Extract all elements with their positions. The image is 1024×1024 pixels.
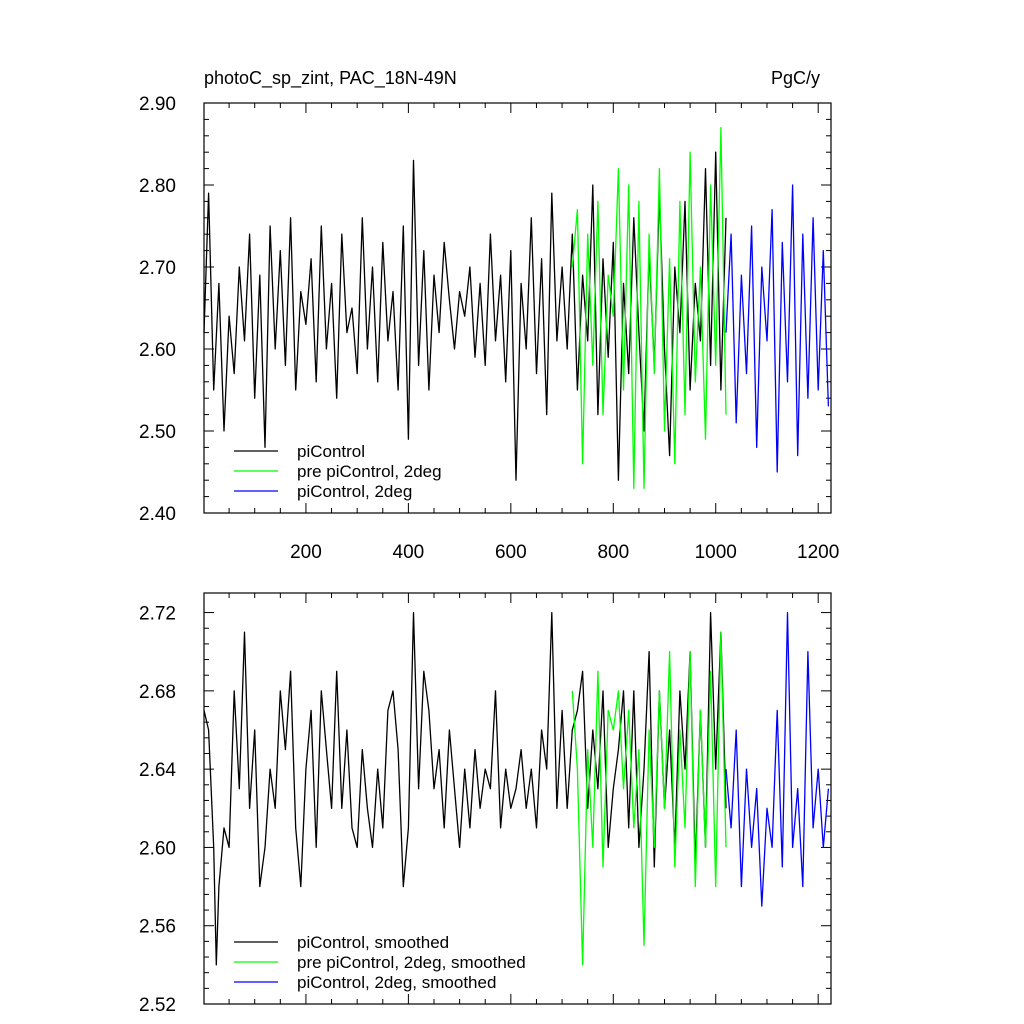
y-tick-label: 2.40	[139, 504, 176, 525]
y-tick-label: 2.56	[139, 917, 176, 938]
top-plot-frame	[203, 102, 832, 514]
y-tick-label: 2.60	[139, 340, 176, 361]
bottom-plot-frame	[203, 592, 832, 1005]
series-line-bottom-2	[725, 611, 830, 907]
y-tick-label: 2.90	[139, 94, 176, 115]
series-line-top-0	[203, 151, 727, 481]
legend-label: piControl, 2deg, smoothed	[297, 973, 496, 992]
series-line-bottom-0	[203, 611, 727, 966]
legend-label: piControl, 2deg	[297, 482, 412, 501]
series-line-bottom-1	[571, 631, 727, 966]
y-tick-label: 2.60	[139, 838, 176, 859]
y-tick-label: 2.52	[139, 995, 176, 1016]
y-tick-label: 2.80	[139, 176, 176, 197]
series-line-top-2	[725, 184, 830, 473]
series-line-top-1	[571, 126, 727, 490]
y-tick-label: 2.68	[139, 682, 176, 703]
bottom-panel: 2.52 2.56 2.60 2.64 2.68 2.72 piControl, smoo…	[139, 592, 832, 1016]
x-tick-label: 800	[597, 542, 629, 563]
x-tick-label: 200	[290, 542, 322, 563]
legend-label: pre piControl, 2deg, smoothed	[297, 953, 526, 972]
top-panel-title: photoC_sp_zint, PAC_18N-49N	[204, 68, 457, 89]
y-tick-label: 2.72	[139, 604, 176, 625]
legend-label: pre piControl, 2deg	[297, 462, 442, 481]
x-tick-label: 400	[393, 542, 425, 563]
top-axis-ticks: 2.40 2.50 2.60 2.70 2.80 2.90 200 400 600 800 1000…	[139, 94, 839, 563]
bottom-series-lines	[203, 611, 830, 966]
y-tick-label: 2.64	[139, 760, 176, 781]
top-series-lines	[203, 126, 830, 490]
legend-label: piControl, smoothed	[297, 933, 449, 952]
x-tick-label: 600	[495, 542, 527, 563]
legend-label: piControl	[297, 442, 365, 461]
x-tick-label: 1000	[695, 542, 737, 563]
y-tick-label: 2.50	[139, 422, 176, 443]
top-panel-units: PgC/y	[771, 68, 820, 88]
x-tick-label: 1200	[797, 542, 839, 563]
bottom-axis-ticks: 2.52 2.56 2.60 2.64 2.68 2.72	[139, 593, 831, 1016]
y-tick-label: 2.70	[139, 258, 176, 279]
top-panel: photoC_sp_zint, PAC_18N-49N PgC/y 2.402.…	[139, 68, 839, 563]
